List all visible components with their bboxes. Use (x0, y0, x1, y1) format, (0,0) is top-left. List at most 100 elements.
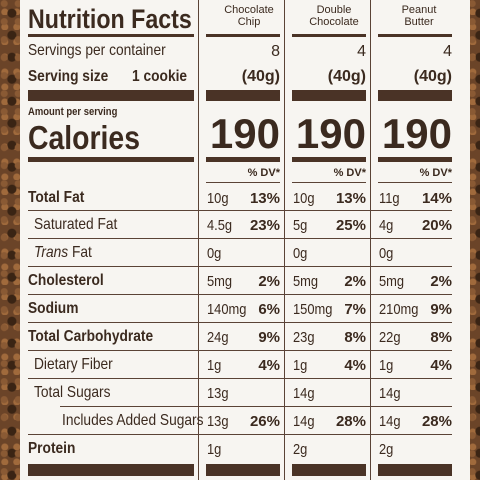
amount-cell: 13g (207, 413, 229, 430)
amount-cell: 150mg (293, 301, 333, 318)
amount-cell: 2g (293, 441, 308, 458)
row-divider (28, 238, 452, 239)
trans-italic: Trans (34, 244, 69, 261)
dv-cell: 2% (344, 273, 366, 290)
calories-label: Calories (28, 119, 141, 156)
column-name-line1: Peanut (401, 4, 437, 16)
medium-rule (378, 157, 452, 162)
amount-cell: 1g (207, 357, 222, 374)
thick-rule (206, 90, 280, 101)
column-header-peanut-butter: Peanut Butter (376, 4, 462, 28)
column-name-line2: Chocolate (309, 16, 359, 28)
row-label-added-sugars: Includes Added Sugars (62, 412, 204, 429)
row-divider (378, 182, 452, 183)
amount-cell: 11g (379, 190, 400, 207)
dv-cell: 4% (258, 357, 280, 374)
amount-cell: 10g (293, 190, 315, 207)
medium-rule (206, 157, 280, 162)
amount-cell: 2g (379, 441, 394, 458)
dv-cell: 2% (430, 273, 452, 290)
nutrition-facts-label: Nutrition Facts Chocolate Chip Double Ch… (20, 0, 470, 480)
dv-cell: 2% (258, 273, 280, 290)
dv-cell: 28% (335, 413, 366, 430)
row-label-trans-fat: Trans Fat (34, 245, 92, 261)
amount-cell: 1g (207, 441, 222, 458)
row-divider (28, 378, 452, 379)
amount-cell: 5mg (379, 273, 405, 290)
amount-cell: 10g (207, 190, 229, 207)
amount-cell: 5mg (293, 273, 319, 290)
row-divider (28, 350, 452, 351)
dv-cell: 14% (421, 190, 452, 207)
column-name-line2: Chip (237, 16, 261, 28)
amount-cell: 4.5g (207, 217, 233, 234)
dv-header: % DV* (333, 167, 366, 179)
dv-cell: 28% (421, 413, 452, 430)
amount-cell: 24g (207, 329, 229, 346)
amount-cell: 23g (293, 329, 315, 346)
amount-cell: 14g (293, 413, 315, 430)
amount-cell: 14g (379, 385, 401, 402)
serving-size-value: 1 cookie (132, 68, 188, 85)
row-divider (28, 294, 452, 295)
dv-header: % DV* (247, 167, 280, 179)
bottom-thick-rule (28, 464, 194, 476)
dv-cell: 13% (335, 190, 366, 207)
row-label-dietary-fiber: Dietary Fiber (34, 356, 113, 373)
dv-cell: 23% (249, 217, 280, 234)
amount-cell: 22g (379, 329, 401, 346)
dv-cell: 4% (430, 357, 452, 374)
serving-weight: (40g) (413, 68, 452, 85)
calories-value: 190 (209, 110, 280, 157)
header-rule (292, 34, 366, 37)
row-label-total-fat: Total Fat (28, 189, 85, 206)
row-label-saturated-fat: Saturated Fat (34, 216, 118, 233)
amount-per-serving-label: Amount per serving (28, 106, 118, 118)
amount-cell: 13g (207, 385, 229, 402)
amount-cell: 5g (293, 217, 308, 234)
row-label-cholesterol: Cholesterol (28, 272, 104, 289)
row-divider (28, 434, 452, 435)
title-rule (28, 34, 194, 37)
dv-header: % DV* (419, 167, 452, 179)
dv-cell: 9% (430, 301, 452, 318)
amount-cell: 1g (293, 357, 308, 374)
column-name-line2: Butter (404, 16, 434, 28)
column-divider (370, 0, 371, 480)
column-header-double-chocolate: Double Chocolate (291, 4, 377, 28)
dv-cell: 4% (344, 357, 366, 374)
thick-rule (292, 90, 366, 101)
bottom-thick-rule (292, 464, 366, 476)
bottom-thick-rule (378, 464, 452, 476)
header-rule (206, 34, 280, 37)
column-name-line1: Chocolate (224, 4, 274, 16)
dv-cell: 25% (335, 217, 366, 234)
dv-cell: 9% (258, 329, 280, 346)
cookie-backdrop-right (468, 0, 480, 480)
header-rule (378, 34, 452, 37)
amount-cell: 210mg (379, 301, 419, 318)
label-title: Nutrition Facts (28, 4, 192, 34)
row-label-sodium: Sodium (28, 300, 79, 317)
cookie-backdrop-left (0, 0, 22, 480)
amount-cell: 4g (379, 217, 394, 234)
row-label-total-sugars: Total Sugars (34, 384, 111, 401)
row-divider (206, 182, 280, 183)
amount-cell: 14g (379, 413, 401, 430)
dv-cell: 20% (421, 217, 452, 234)
dv-cell: 7% (344, 301, 366, 318)
calories-value: 190 (295, 110, 366, 157)
row-divider (28, 322, 452, 323)
dv-cell: 13% (249, 190, 280, 207)
dv-cell: 8% (430, 329, 452, 346)
row-label-protein: Protein (28, 440, 76, 457)
servings-value: 8 (271, 43, 280, 60)
trans-fat-rest: Fat (68, 244, 92, 261)
amount-cell: 1g (379, 357, 394, 374)
medium-rule (292, 157, 366, 162)
amount-cell: 0g (293, 245, 308, 262)
column-divider (284, 0, 285, 480)
serving-weight: (40g) (327, 68, 366, 85)
serving-size-label: Serving size (28, 68, 109, 85)
